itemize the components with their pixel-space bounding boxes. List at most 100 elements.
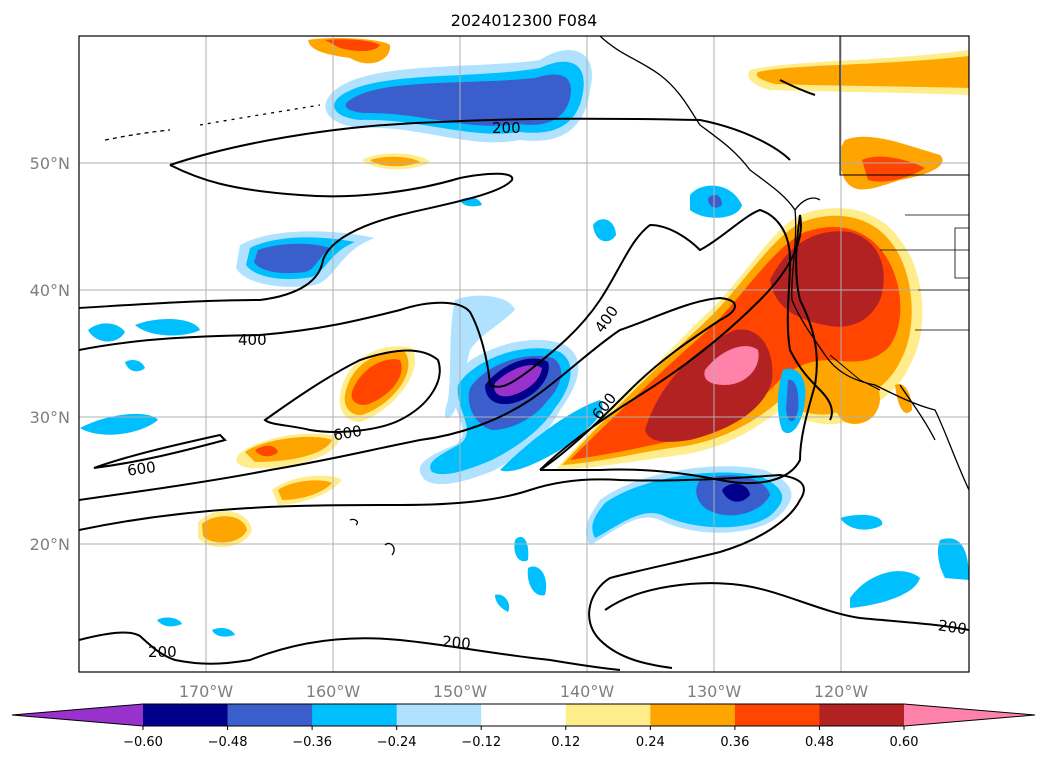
shade-region [770,231,884,327]
shade-region [527,566,547,596]
shade-region [495,594,510,612]
shade-region [850,571,920,608]
contour-label: 600 [126,458,157,480]
map-frame [78,35,970,673]
shade-region [494,365,542,397]
shade-region [351,359,402,405]
colorbar-tick-label: −0.36 [292,735,332,750]
contour-label: 200 [148,643,177,661]
colorbar-tick-label: 0.60 [890,735,919,750]
shade-region [370,156,420,167]
lon-tick-label: 170°W [179,682,234,701]
colorbar-tick-label: 0.36 [720,735,749,750]
shade-region [212,627,235,637]
shade-region [157,617,182,627]
lat-tick-label: 40°N [30,281,70,300]
shade-region [593,219,616,242]
colorbar-tick-label: −0.12 [461,735,501,750]
colorbar-segment [143,704,229,726]
border-canada-us [839,36,969,176]
contour-line [169,117,791,166]
colorbar: −0.60 −0.48 −0.36 −0.24 −0.12 0.12 0.24 0.36 0.4… [11,703,1036,750]
colorbar-tick-label: 0.12 [551,735,580,750]
anomaly-shading [80,37,969,637]
border [829,354,881,391]
hawaii [384,542,395,556]
contour-label: 200 [441,632,471,652]
shade-region [937,538,969,580]
shade-region [135,318,200,336]
shade-region [704,346,759,385]
colorbar-extend-max [904,704,1035,726]
shade-region [255,445,278,457]
aleutian-islands [104,129,171,141]
colorbar-segment [396,704,482,726]
contour-line [263,349,441,433]
contour-label: 400 [238,331,267,349]
shade-region [254,243,330,274]
shade-region [756,56,969,88]
shade-region [708,194,722,208]
shade-region [88,323,125,342]
lat-tick-label: 50°N [30,154,70,173]
baja-coast [899,384,936,441]
shade-region [514,536,529,562]
lat-tick-label: 20°N [30,535,70,554]
shade-region [722,483,750,502]
lon-tick-label: 120°W [814,682,869,701]
contour-line-200 [604,582,969,631]
colorbar-extend-min [12,704,143,726]
contour-label: 200 [937,616,968,638]
colorbar-tick-label: −0.48 [208,735,248,750]
colorbar-tick-label: 0.48 [805,735,834,750]
shade-region [786,379,799,422]
lon-tick-label: 150°W [433,682,488,701]
map-panel: 200 400 400 600 600 600 200 200 200 [78,35,970,673]
shade-region [80,413,158,435]
aleutian-islands [199,104,321,126]
lat-axis: 20°N 30°N 40°N 50°N [30,154,70,554]
graticule [79,36,969,672]
lon-tick-label: 140°W [560,682,615,701]
lon-tick-label: 160°W [306,682,361,701]
figure-title: 2024012300 F084 [451,11,598,30]
colorbar-segment [565,704,651,726]
coastline [794,197,821,211]
coastline [779,79,816,96]
hawaii [349,518,359,526]
contour-label: 200 [492,119,521,137]
shade-region [345,74,571,126]
colorbar-segment [227,704,313,726]
lon-tick-label: 130°W [687,682,742,701]
state-border [954,227,969,279]
shade-region [445,295,515,419]
colorbar-tick-label: 0.24 [636,735,665,750]
contour-line [79,164,514,309]
state-borders [880,214,969,331]
colorbar-segment [819,704,905,726]
lat-tick-label: 30°N [30,408,70,427]
contour-line-600 [93,433,227,469]
shade-region [125,360,145,372]
colorbar-segment [734,704,820,726]
contour-label: 600 [332,422,363,445]
colorbar-segment [312,704,398,726]
contours [79,117,969,671]
shade-region [278,480,332,500]
shade-region [202,516,247,543]
shade-region [840,514,883,530]
contour-line [539,214,818,484]
contour-line-600 [79,296,736,501]
shade-region [325,39,380,52]
coastlines [104,36,969,556]
contour-line [79,473,805,669]
colorbar-segment [481,704,567,726]
contour-line-400 [79,208,833,421]
contour-line-200 [79,631,621,671]
shade-region [500,400,603,472]
colorbar-segment [650,704,736,726]
colorbar-tick-label: −0.60 [123,735,163,750]
lon-axis: 170°W 160°W 150°W 140°W 130°W 120°W [179,682,869,701]
colorbar-tick-label: −0.24 [377,735,417,750]
